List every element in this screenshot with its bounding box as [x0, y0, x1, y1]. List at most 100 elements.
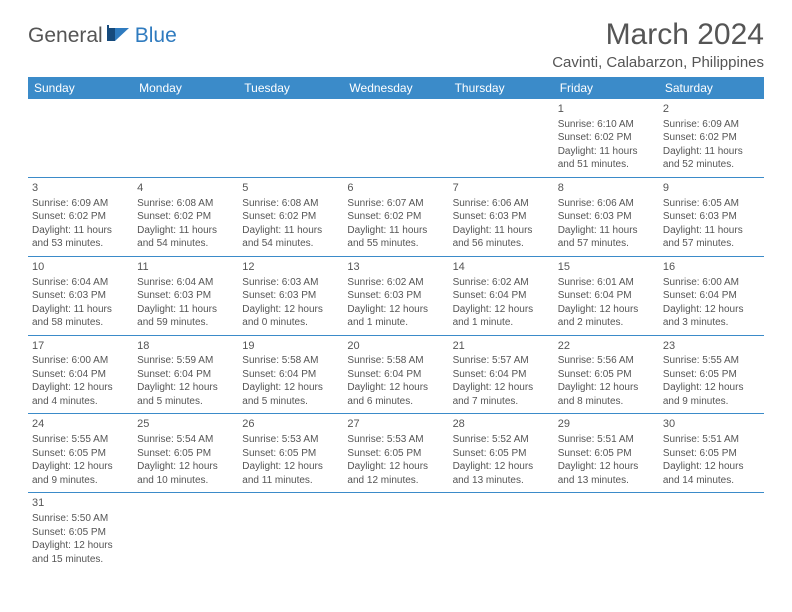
weekday-header: Sunday [28, 77, 133, 99]
day-number: 4 [137, 181, 234, 196]
day-detail-line: Sunrise: 6:09 AM [663, 118, 760, 132]
weekday-header: Thursday [449, 77, 554, 99]
day-detail-line: Daylight: 11 hours [453, 224, 550, 238]
day-detail-line: Daylight: 12 hours [663, 381, 760, 395]
day-detail-line: Sunset: 6:04 PM [663, 289, 760, 303]
day-detail-line: Sunset: 6:04 PM [558, 289, 655, 303]
day-detail-line: Daylight: 11 hours [32, 303, 129, 317]
day-detail-line: Daylight: 12 hours [347, 460, 444, 474]
calendar-day-cell: 12Sunrise: 6:03 AMSunset: 6:03 PMDayligh… [238, 256, 343, 335]
day-detail-line: Daylight: 12 hours [32, 539, 129, 553]
calendar-empty-cell [449, 493, 554, 571]
weekday-header: Friday [554, 77, 659, 99]
day-detail-line: Sunrise: 6:07 AM [347, 197, 444, 211]
day-detail-line: and 11 minutes. [242, 474, 339, 488]
day-detail-line: Daylight: 11 hours [663, 224, 760, 238]
day-detail-line: Sunrise: 6:02 AM [453, 276, 550, 290]
day-detail-line: Sunset: 6:03 PM [558, 210, 655, 224]
calendar-week-row: 10Sunrise: 6:04 AMSunset: 6:03 PMDayligh… [28, 256, 764, 335]
calendar-day-cell: 21Sunrise: 5:57 AMSunset: 6:04 PMDayligh… [449, 335, 554, 414]
day-detail-line: Daylight: 12 hours [663, 460, 760, 474]
day-number: 8 [558, 181, 655, 196]
logo-flag-icon [107, 25, 133, 46]
day-detail-line: Sunrise: 5:53 AM [242, 433, 339, 447]
calendar-empty-cell [133, 493, 238, 571]
calendar-day-cell: 13Sunrise: 6:02 AMSunset: 6:03 PMDayligh… [343, 256, 448, 335]
day-detail-line: and 9 minutes. [663, 395, 760, 409]
calendar-empty-cell [343, 493, 448, 571]
day-detail-line: Sunset: 6:03 PM [663, 210, 760, 224]
day-detail-line: Sunset: 6:02 PM [32, 210, 129, 224]
day-detail-line: Daylight: 12 hours [32, 460, 129, 474]
calendar-day-cell: 16Sunrise: 6:00 AMSunset: 6:04 PMDayligh… [659, 256, 764, 335]
day-number: 20 [347, 339, 444, 354]
day-number: 3 [32, 181, 129, 196]
day-number: 18 [137, 339, 234, 354]
day-detail-line: and 4 minutes. [32, 395, 129, 409]
day-detail-line: and 6 minutes. [347, 395, 444, 409]
day-detail-line: Sunrise: 6:00 AM [32, 354, 129, 368]
day-detail-line: Daylight: 11 hours [242, 224, 339, 238]
day-detail-line: and 1 minute. [347, 316, 444, 330]
day-detail-line: Daylight: 12 hours [32, 381, 129, 395]
day-detail-line: Sunrise: 6:04 AM [32, 276, 129, 290]
day-detail-line: Sunset: 6:04 PM [453, 368, 550, 382]
day-detail-line: and 10 minutes. [137, 474, 234, 488]
calendar-day-cell: 14Sunrise: 6:02 AMSunset: 6:04 PMDayligh… [449, 256, 554, 335]
day-detail-line: Sunset: 6:04 PM [32, 368, 129, 382]
calendar-day-cell: 5Sunrise: 6:08 AMSunset: 6:02 PMDaylight… [238, 177, 343, 256]
day-detail-line: and 13 minutes. [453, 474, 550, 488]
day-number: 25 [137, 417, 234, 432]
calendar-day-cell: 29Sunrise: 5:51 AMSunset: 6:05 PMDayligh… [554, 414, 659, 493]
day-detail-line: Sunset: 6:05 PM [137, 447, 234, 461]
day-detail-line: Sunset: 6:04 PM [347, 368, 444, 382]
day-detail-line: Daylight: 12 hours [347, 303, 444, 317]
day-detail-line: Sunrise: 6:10 AM [558, 118, 655, 132]
day-detail-line: and 56 minutes. [453, 237, 550, 251]
calendar-day-cell: 15Sunrise: 6:01 AMSunset: 6:04 PMDayligh… [554, 256, 659, 335]
weekday-header: Saturday [659, 77, 764, 99]
day-detail-line: Sunset: 6:05 PM [32, 447, 129, 461]
day-detail-line: and 7 minutes. [453, 395, 550, 409]
day-detail-line: Daylight: 12 hours [558, 303, 655, 317]
day-detail-line: Sunrise: 6:03 AM [242, 276, 339, 290]
day-detail-line: and 54 minutes. [137, 237, 234, 251]
title-block: March 2024 Cavinti, Calabarzon, Philippi… [552, 18, 764, 71]
day-detail-line: Sunset: 6:03 PM [347, 289, 444, 303]
day-detail-line: Daylight: 12 hours [242, 381, 339, 395]
day-detail-line: and 5 minutes. [137, 395, 234, 409]
day-detail-line: and 2 minutes. [558, 316, 655, 330]
day-detail-line: Sunrise: 6:04 AM [137, 276, 234, 290]
day-detail-line: Daylight: 12 hours [663, 303, 760, 317]
calendar-empty-cell [133, 99, 238, 177]
day-detail-line: and 59 minutes. [137, 316, 234, 330]
logo: General Blue [28, 24, 177, 48]
day-detail-line: Sunrise: 6:00 AM [663, 276, 760, 290]
day-number: 27 [347, 417, 444, 432]
day-number: 22 [558, 339, 655, 354]
day-detail-line: and 9 minutes. [32, 474, 129, 488]
day-detail-line: Daylight: 11 hours [558, 145, 655, 159]
day-detail-line: Sunrise: 5:54 AM [137, 433, 234, 447]
calendar-day-cell: 25Sunrise: 5:54 AMSunset: 6:05 PMDayligh… [133, 414, 238, 493]
day-number: 9 [663, 181, 760, 196]
calendar-week-row: 3Sunrise: 6:09 AMSunset: 6:02 PMDaylight… [28, 177, 764, 256]
day-detail-line: and 15 minutes. [32, 553, 129, 567]
calendar-week-row: 1Sunrise: 6:10 AMSunset: 6:02 PMDaylight… [28, 99, 764, 177]
weekday-header: Wednesday [343, 77, 448, 99]
day-detail-line: and 53 minutes. [32, 237, 129, 251]
calendar-day-cell: 20Sunrise: 5:58 AMSunset: 6:04 PMDayligh… [343, 335, 448, 414]
day-detail-line: Sunrise: 6:09 AM [32, 197, 129, 211]
calendar-day-cell: 1Sunrise: 6:10 AMSunset: 6:02 PMDaylight… [554, 99, 659, 177]
day-number: 7 [453, 181, 550, 196]
day-detail-line: and 12 minutes. [347, 474, 444, 488]
day-number: 2 [663, 102, 760, 117]
day-detail-line: Sunrise: 5:58 AM [347, 354, 444, 368]
day-number: 17 [32, 339, 129, 354]
day-number: 23 [663, 339, 760, 354]
day-number: 30 [663, 417, 760, 432]
calendar-day-cell: 19Sunrise: 5:58 AMSunset: 6:04 PMDayligh… [238, 335, 343, 414]
day-detail-line: Sunset: 6:02 PM [137, 210, 234, 224]
day-detail-line: Sunset: 6:04 PM [453, 289, 550, 303]
day-detail-line: Sunrise: 5:53 AM [347, 433, 444, 447]
